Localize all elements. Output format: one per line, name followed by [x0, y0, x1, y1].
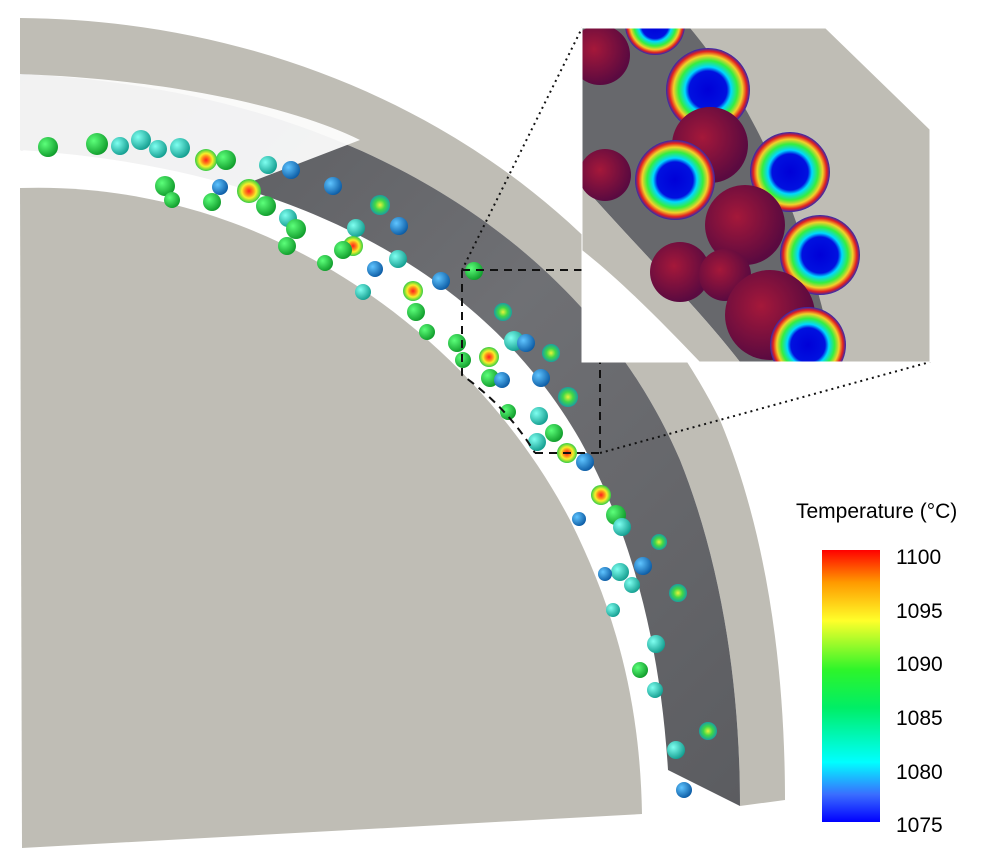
particle	[149, 140, 167, 158]
particle	[195, 149, 217, 171]
particle	[370, 195, 390, 215]
particle	[286, 219, 306, 239]
particle	[278, 237, 296, 255]
particle	[532, 369, 550, 387]
particle	[676, 782, 692, 798]
particle	[448, 334, 466, 352]
particle	[355, 284, 371, 300]
particle	[259, 156, 277, 174]
particle	[647, 682, 663, 698]
particle	[465, 262, 483, 280]
colorbar-tick-label: 1100	[896, 546, 942, 569]
particle	[667, 741, 685, 759]
particle	[558, 387, 578, 407]
particle	[403, 281, 423, 301]
particle	[479, 347, 499, 367]
particle	[613, 518, 631, 536]
particle	[634, 557, 652, 575]
colorbar-tick-label: 1085	[896, 707, 943, 730]
particle	[212, 179, 228, 195]
particle	[155, 176, 175, 196]
particle	[494, 303, 512, 321]
inset-particle	[705, 185, 785, 265]
particle	[111, 137, 129, 155]
particle	[530, 407, 548, 425]
particle	[500, 404, 516, 420]
colorbar-tick-label: 1095	[896, 600, 943, 623]
inset-particle	[582, 28, 630, 85]
particle	[131, 130, 151, 150]
inset-particle	[666, 48, 750, 132]
inset-particle	[750, 132, 830, 212]
particle	[632, 662, 648, 678]
particle	[419, 324, 435, 340]
particle	[390, 217, 408, 235]
particle	[494, 372, 510, 388]
particle	[367, 261, 383, 277]
particle	[407, 303, 425, 321]
particle	[591, 485, 611, 505]
colorbar-tick-label: 1090	[896, 653, 943, 676]
particle	[576, 453, 594, 471]
inset-particle	[650, 242, 710, 302]
particle	[389, 250, 407, 268]
zoom-inset	[582, 28, 930, 362]
colorbar-tick-label: 1075	[896, 814, 943, 837]
inset-particle	[582, 149, 631, 201]
particle	[611, 563, 629, 581]
particle	[517, 334, 535, 352]
particle	[545, 424, 563, 442]
inset-particle	[780, 215, 860, 295]
particle	[651, 534, 667, 550]
particle	[86, 133, 108, 155]
particle	[203, 193, 221, 211]
particle	[334, 241, 352, 259]
particle	[572, 512, 586, 526]
particle	[699, 722, 717, 740]
particle	[164, 192, 180, 208]
particle	[432, 272, 450, 290]
particle	[38, 137, 58, 157]
zoom-inset-frame	[581, 27, 931, 363]
particle	[317, 255, 333, 271]
particle	[347, 219, 365, 237]
particle	[170, 138, 190, 158]
legend-title: Temperature (°C)	[796, 500, 958, 523]
particle	[282, 161, 300, 179]
particle	[216, 150, 236, 170]
particle-group	[38, 130, 717, 798]
particle	[324, 177, 342, 195]
particle	[624, 577, 640, 593]
inset-particle	[625, 28, 685, 55]
particle	[647, 635, 665, 653]
particle	[542, 344, 560, 362]
particle	[237, 179, 261, 203]
particle	[669, 584, 687, 602]
particle	[528, 433, 546, 451]
particle	[598, 567, 612, 581]
colorbar-tick-label: 1080	[896, 761, 943, 784]
inset-particle	[635, 140, 715, 220]
particle	[256, 196, 276, 216]
inner-solid-quadrant	[20, 187, 642, 848]
particle	[606, 603, 620, 617]
colorbar	[822, 550, 880, 822]
inset-particle	[770, 307, 846, 362]
